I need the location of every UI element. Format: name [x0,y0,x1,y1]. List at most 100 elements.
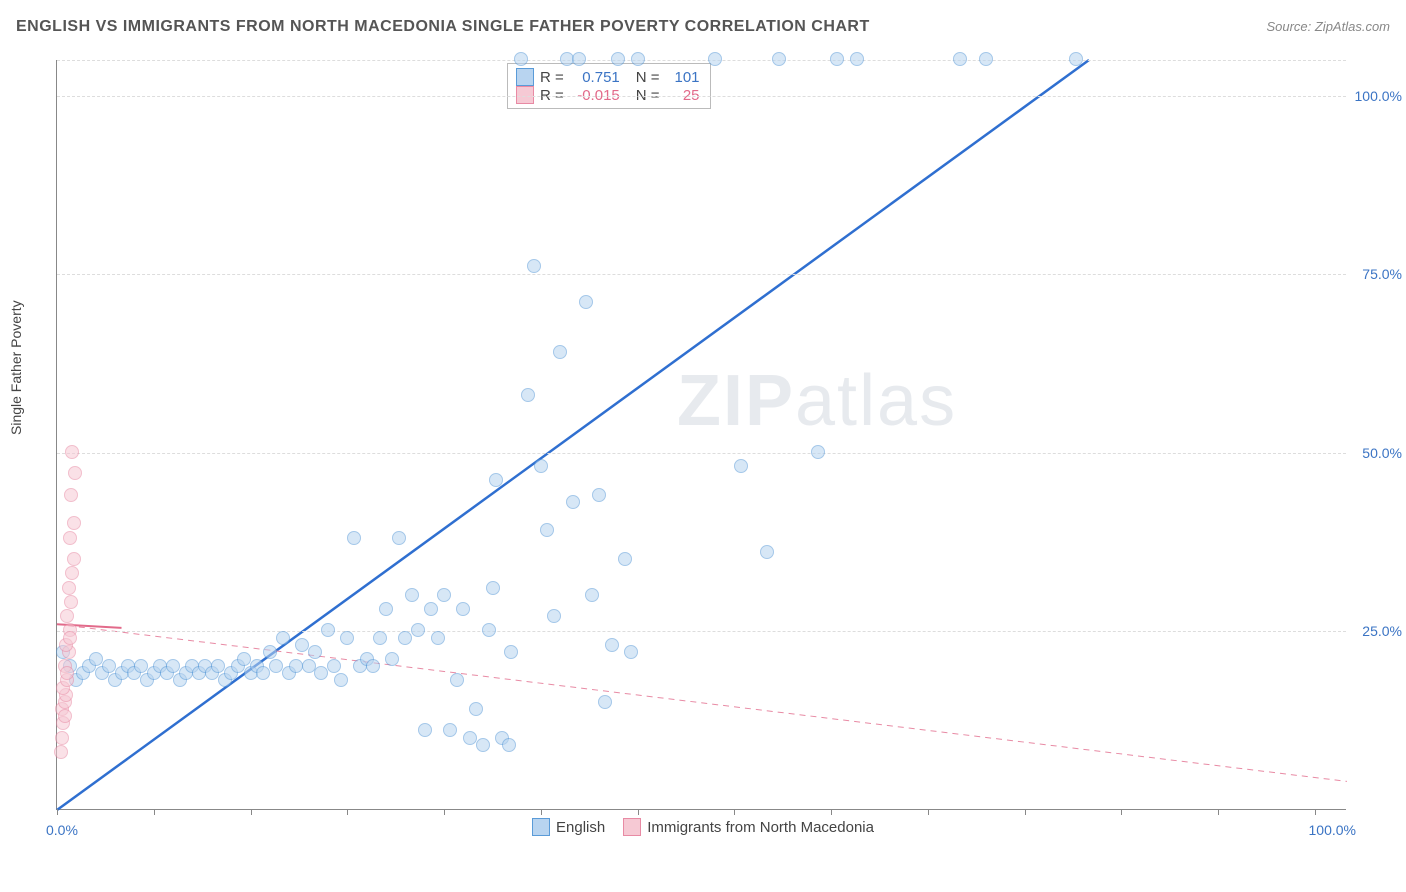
x-tick [57,809,58,815]
series-legend-item: English [532,818,605,836]
data-point [405,588,419,602]
data-point [476,738,490,752]
x-tick [1315,809,1316,815]
legend-swatch [532,818,550,836]
data-point [398,631,412,645]
plot-area: ZIPatlas R =0.751N =101R =-0.015N =25 25… [56,60,1346,810]
data-point [534,459,548,473]
data-point [450,673,464,687]
data-point [64,595,78,609]
data-point [734,459,748,473]
gridline [57,631,1346,632]
data-point [489,473,503,487]
x-tick [734,809,735,815]
trend-line [57,624,1347,781]
trend-lines-svg [57,60,1346,809]
x-tick [638,809,639,815]
data-point [63,631,77,645]
x-tick [541,809,542,815]
data-point [540,523,554,537]
data-point [340,631,354,645]
legend-row: R =0.751N =101 [516,68,700,86]
data-point [67,516,81,530]
data-point [553,345,567,359]
legend-n-label: N = [636,69,660,86]
data-point [134,659,148,673]
source-label: Source: ZipAtlas.com [1266,19,1390,34]
series-label: English [556,819,605,836]
data-point [469,702,483,716]
y-tick-label: 25.0% [1352,623,1402,639]
data-point [347,531,361,545]
data-point [456,602,470,616]
data-point [527,259,541,273]
data-point [65,445,79,459]
data-point [618,552,632,566]
data-point [486,581,500,595]
data-point [708,52,722,66]
data-point [482,623,496,637]
data-point [379,602,393,616]
data-point [314,666,328,680]
data-point [295,638,309,652]
x-tick [444,809,445,815]
data-point [624,645,638,659]
data-point [64,488,78,502]
data-point [611,52,625,66]
data-point [321,623,335,637]
data-point [67,552,81,566]
data-point [431,631,445,645]
data-point [411,623,425,637]
gridline [57,453,1346,454]
data-point [68,466,82,480]
chart-title: ENGLISH VS IMMIGRANTS FROM NORTH MACEDON… [16,18,870,36]
legend-r-value: 0.751 [570,69,620,86]
data-point [953,52,967,66]
y-tick-label: 75.0% [1352,266,1402,282]
data-point [60,666,74,680]
gridline [57,96,1346,97]
data-point [60,609,74,623]
data-point [366,659,380,673]
x-tick [928,809,929,815]
data-point [58,709,72,723]
legend-swatch [623,818,641,836]
data-point [424,602,438,616]
data-point [443,723,457,737]
data-point [55,731,69,745]
x-tick [347,809,348,815]
data-point [385,652,399,666]
data-point [579,295,593,309]
data-point [256,666,270,680]
series-legend: English Immigrants from North Macedonia [0,818,1406,836]
data-point [237,652,251,666]
y-axis-title: Single Father Poverty [8,300,24,435]
gridline [57,274,1346,275]
data-point [373,631,387,645]
data-point [514,52,528,66]
data-point [521,388,535,402]
data-point [308,645,322,659]
data-point [418,723,432,737]
data-point [830,52,844,66]
data-point [211,659,225,673]
data-point [334,673,348,687]
y-tick-label: 50.0% [1352,445,1402,461]
data-point [547,609,561,623]
data-point [760,545,774,559]
legend-r-label: R = [540,69,564,86]
data-point [269,659,283,673]
trend-line [57,60,1089,810]
x-tick [1121,809,1122,815]
data-point [585,588,599,602]
x-tick [251,809,252,815]
series-legend-item: Immigrants from North Macedonia [623,818,874,836]
data-point [979,52,993,66]
data-point [65,566,79,580]
data-point [276,631,290,645]
data-point [263,645,277,659]
data-point [631,52,645,66]
data-point [302,659,316,673]
data-point [572,52,586,66]
data-point [850,52,864,66]
